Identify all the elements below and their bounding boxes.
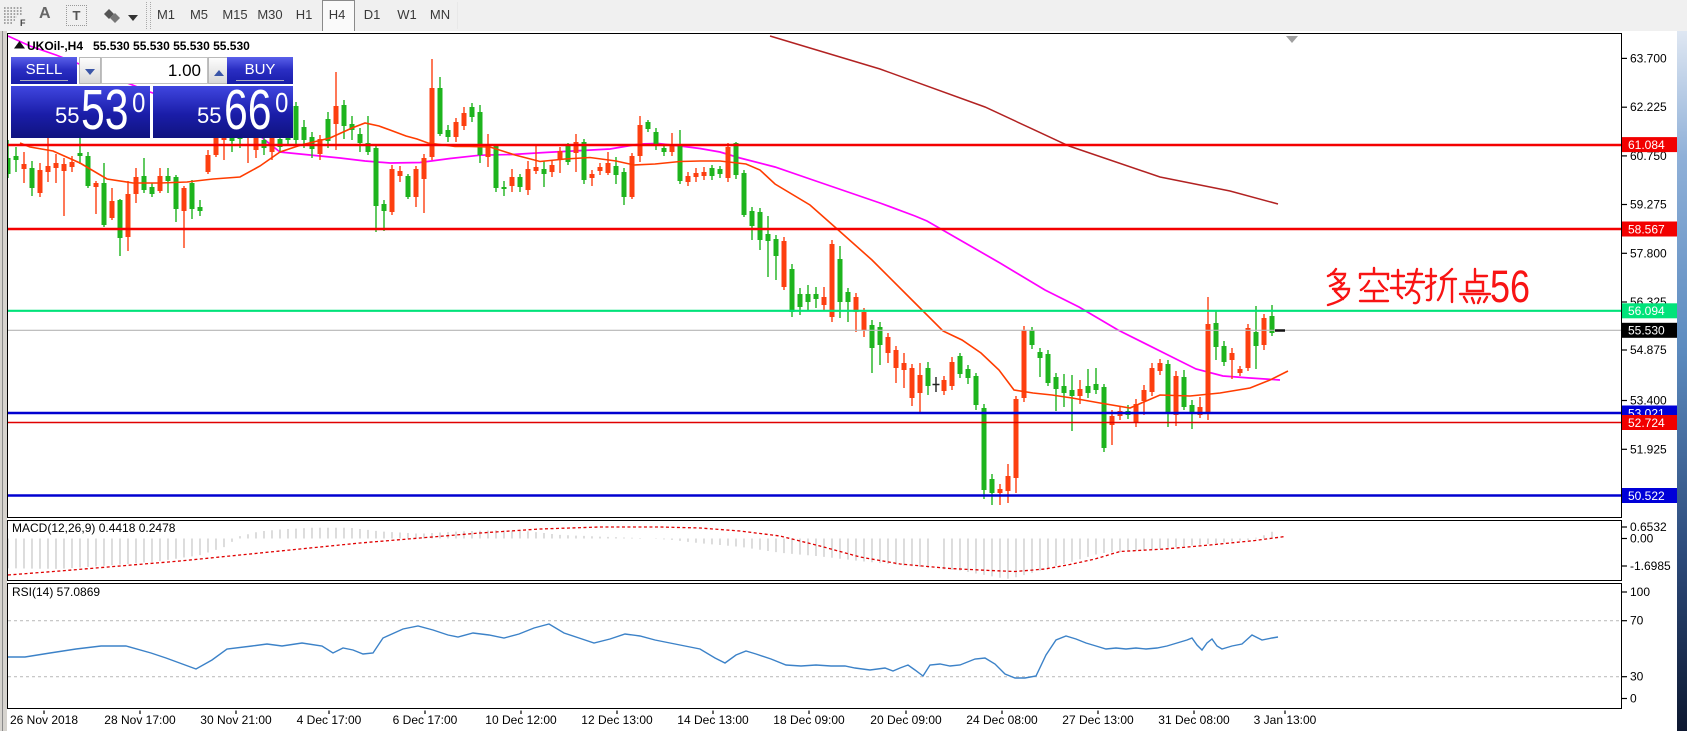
svg-text:30 Nov 21:00: 30 Nov 21:00 (200, 713, 272, 727)
svg-text:30: 30 (1630, 670, 1644, 684)
svg-text:53.400: 53.400 (1630, 394, 1667, 408)
svg-text:0: 0 (1630, 692, 1637, 706)
svg-text:100: 100 (1630, 585, 1650, 599)
svg-text:-1.6985: -1.6985 (1630, 559, 1671, 573)
svg-text:63.700: 63.700 (1630, 51, 1667, 65)
svg-text:RSI(14) 57.0869: RSI(14) 57.0869 (12, 585, 100, 599)
svg-text:28 Nov 17:00: 28 Nov 17:00 (104, 713, 176, 727)
svg-text:52.724: 52.724 (1628, 416, 1665, 430)
svg-text:10 Dec 12:00: 10 Dec 12:00 (485, 713, 557, 727)
svg-text:61.084: 61.084 (1628, 138, 1665, 152)
svg-text:56: 56 (1490, 261, 1530, 312)
svg-text:27 Dec 13:00: 27 Dec 13:00 (1062, 713, 1134, 727)
svg-text:12 Dec 13:00: 12 Dec 13:00 (581, 713, 653, 727)
svg-text:54.875: 54.875 (1630, 343, 1667, 357)
svg-text:20 Dec 09:00: 20 Dec 09:00 (870, 713, 942, 727)
svg-text:70: 70 (1630, 614, 1644, 628)
svg-text:62.225: 62.225 (1630, 100, 1667, 114)
svg-text:50.522: 50.522 (1628, 489, 1665, 503)
svg-text:MACD(12,26,9) 0.4418 0.2478: MACD(12,26,9) 0.4418 0.2478 (12, 521, 176, 535)
svg-text:24 Dec 08:00: 24 Dec 08:00 (966, 713, 1038, 727)
svg-text:56.094: 56.094 (1628, 304, 1665, 318)
svg-text:57.800: 57.800 (1630, 246, 1667, 260)
svg-text:0.00: 0.00 (1630, 532, 1654, 546)
svg-text:UKOil-,H4 55.530 55.530 55.5: UKOil-,H4 55.530 55.530 55.530 55.530 (27, 39, 250, 53)
svg-text:26 Nov 2018: 26 Nov 2018 (10, 713, 78, 727)
svg-text:4 Dec 17:00: 4 Dec 17:00 (297, 713, 362, 727)
svg-text:55.530: 55.530 (1628, 324, 1665, 338)
svg-text:60.750: 60.750 (1630, 149, 1667, 163)
svg-text:3 Jan 13:00: 3 Jan 13:00 (1254, 713, 1317, 727)
svg-text:59.275: 59.275 (1630, 198, 1667, 212)
svg-text:6 Dec 17:00: 6 Dec 17:00 (393, 713, 458, 727)
svg-text:F: F (20, 18, 26, 28)
svg-text:14 Dec 13:00: 14 Dec 13:00 (677, 713, 749, 727)
svg-text:0.6532: 0.6532 (1630, 520, 1667, 534)
svg-text:51.925: 51.925 (1630, 442, 1667, 456)
svg-text:31 Dec 08:00: 31 Dec 08:00 (1158, 713, 1230, 727)
svg-text:18 Dec 09:00: 18 Dec 09:00 (773, 713, 845, 727)
svg-text:58.567: 58.567 (1628, 222, 1665, 236)
